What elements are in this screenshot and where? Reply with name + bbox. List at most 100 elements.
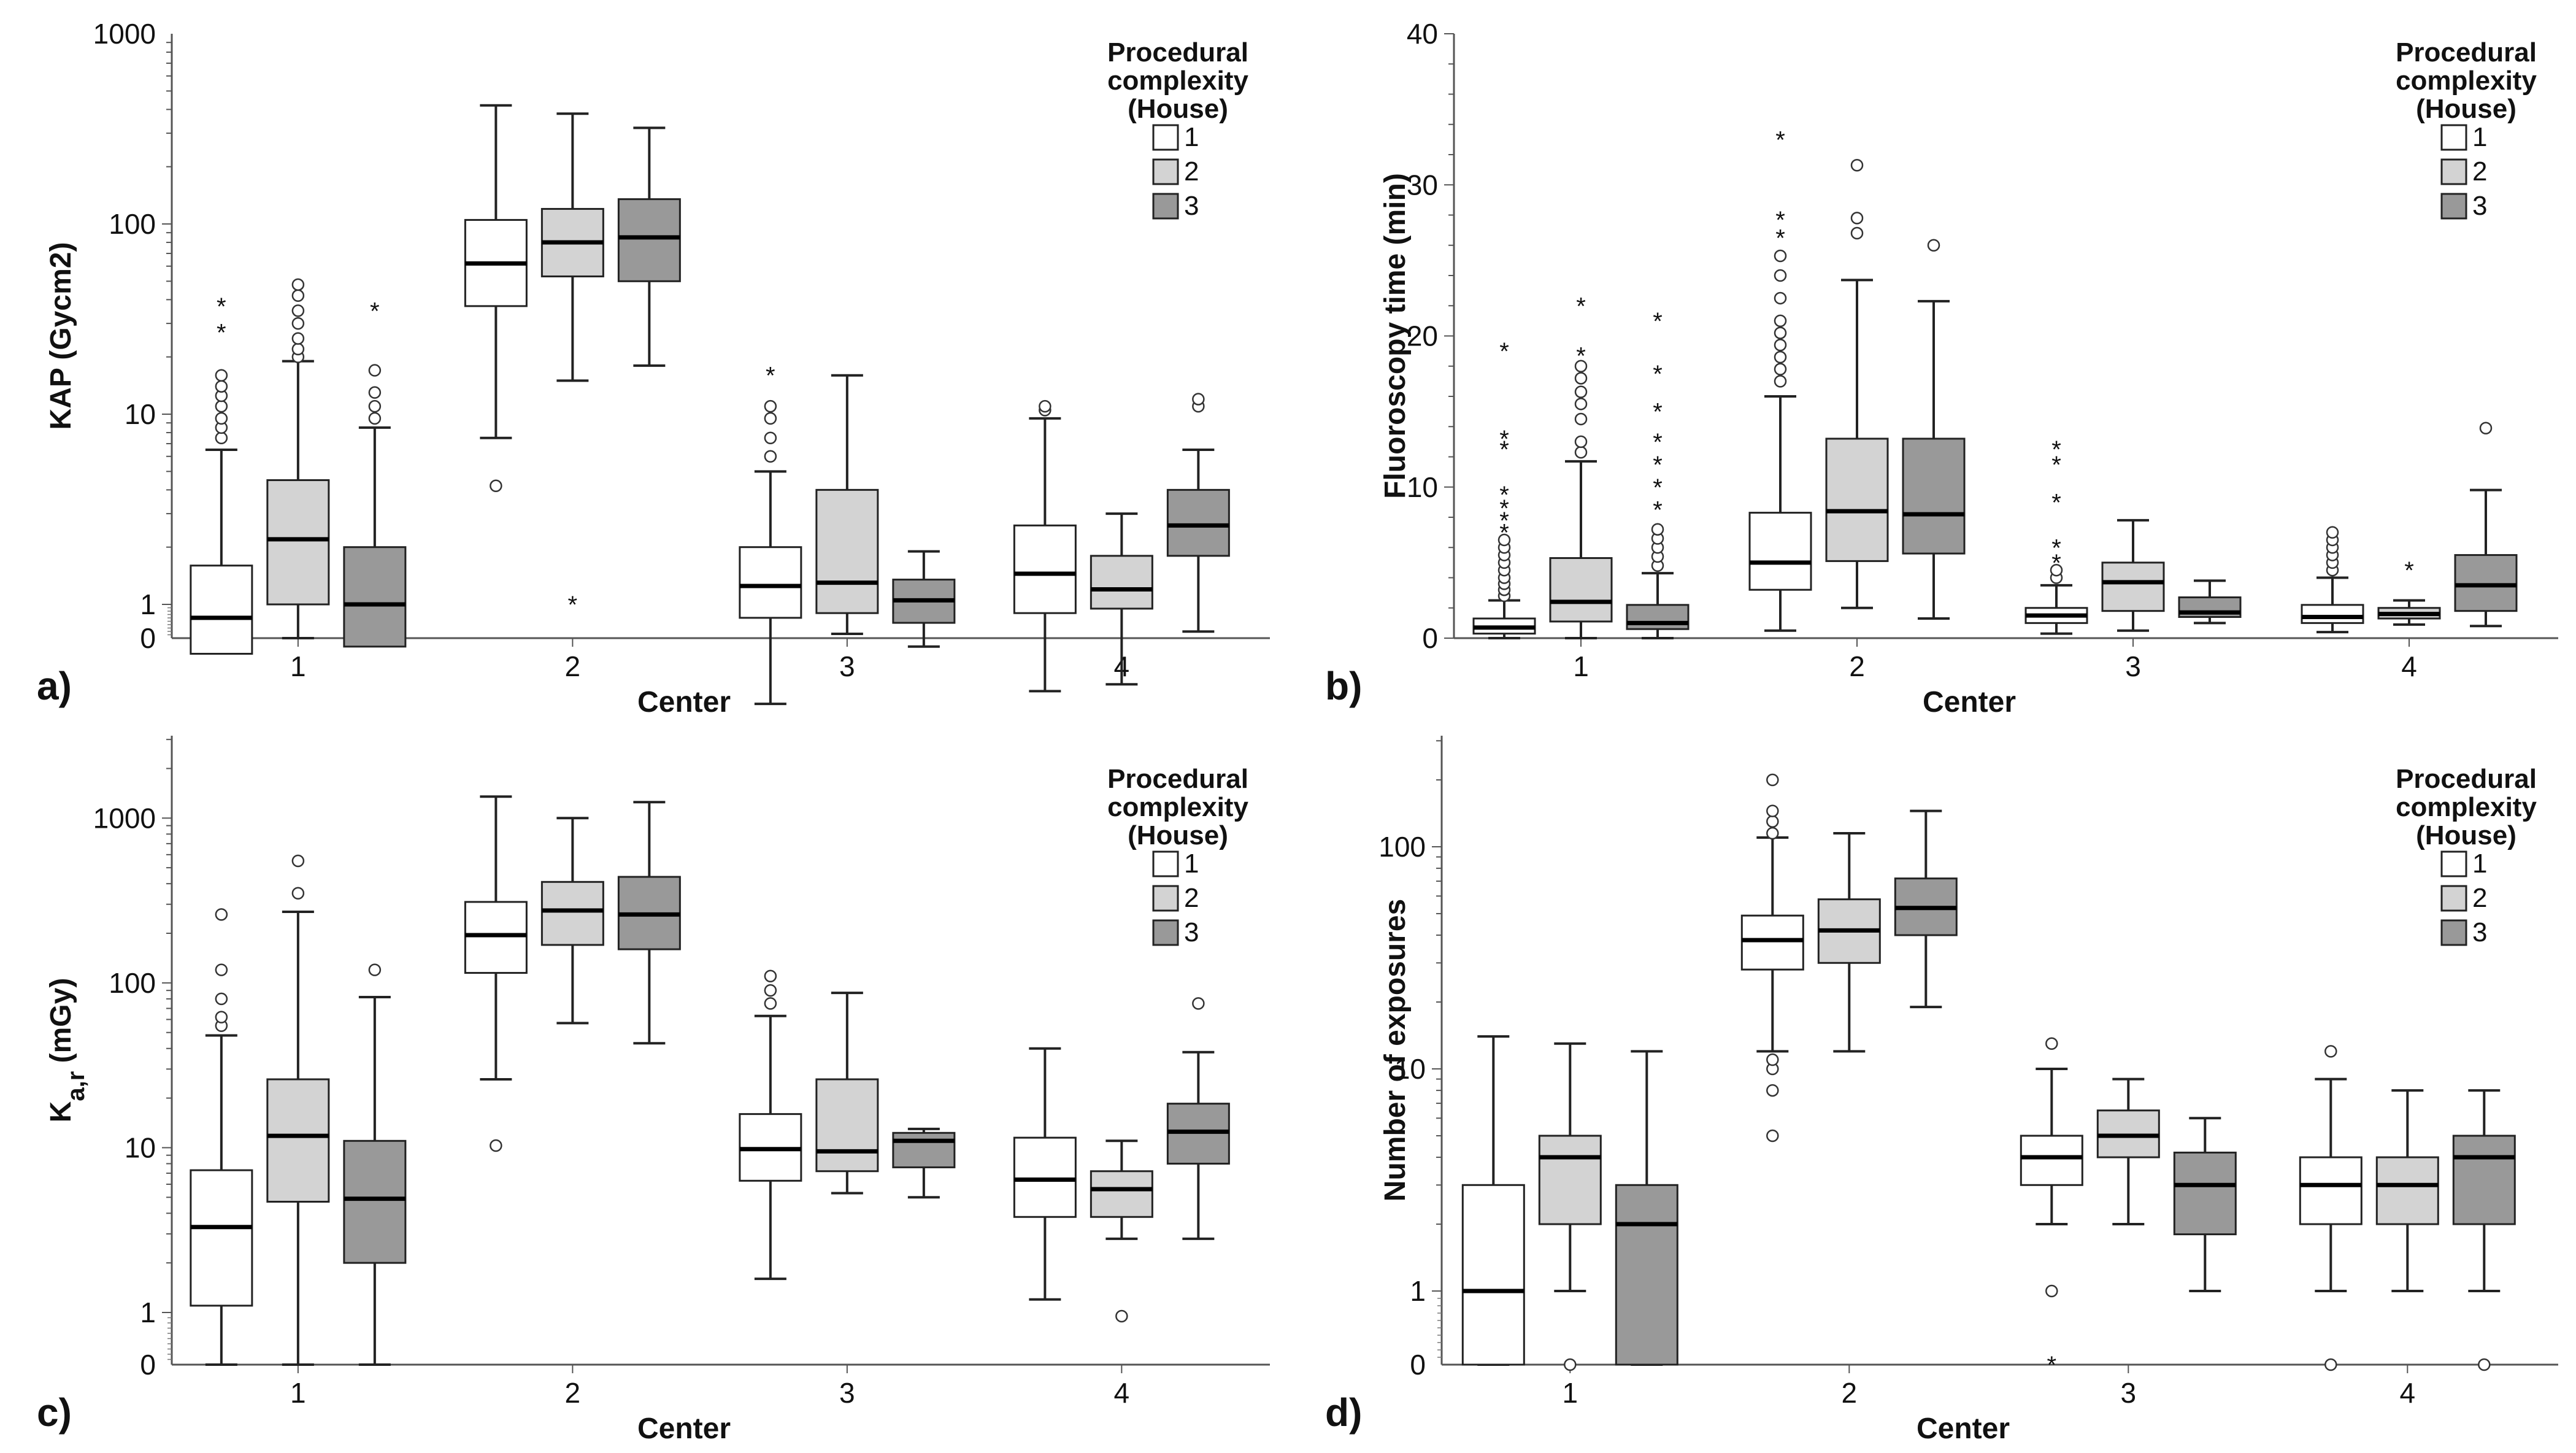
x-tick-label: 2 [565, 650, 581, 682]
box-iqr [815, 1078, 879, 1173]
box-center-3-series-3 [2178, 579, 2242, 625]
outlier-point [368, 364, 382, 377]
legend-swatch [2440, 124, 2467, 151]
panel-label: a) [37, 664, 72, 708]
outlier-point [1574, 445, 1588, 459]
y-tick-label: 100 [1378, 831, 1426, 863]
box-center-1-series-1 [1461, 1035, 1525, 1366]
box-center-3-series-3 [892, 1127, 956, 1199]
box-iqr [464, 901, 528, 974]
outlier-extreme: * [1499, 482, 1509, 509]
outlier-point [2478, 1358, 2491, 1371]
outlier-point [368, 963, 382, 976]
x-tick-label: 1 [290, 1377, 306, 1409]
outlier-point [2479, 422, 2493, 434]
panel-b: 40 30 20 10 0 1 2 3 4 Center Fluoroscopy time (min… [1288, 0, 2576, 727]
outlier-point [1651, 523, 1664, 536]
legend-label: 2 [1184, 883, 1199, 913]
legend-label: 3 [1184, 191, 1199, 221]
outlier-point [764, 997, 777, 1010]
box-center-4-series-1 [1013, 1047, 1077, 1301]
box-iqr [343, 546, 407, 648]
box-center-1-series-1 [190, 908, 253, 1366]
box-center-4-series-1 [1013, 399, 1077, 693]
legend-swatch [2440, 193, 2467, 220]
box-center-2-series-3 [1902, 239, 1966, 620]
outlier-extreme: * [1653, 361, 1663, 388]
legend-label: 2 [2472, 156, 2487, 187]
box-iqr [266, 1078, 330, 1203]
outlier-point [1774, 314, 1787, 328]
legend-swatch [1152, 885, 1179, 912]
box-iqr [1461, 1184, 1525, 1366]
outlier-point [1774, 249, 1787, 263]
outlier-point [764, 450, 777, 463]
box-iqr [2020, 1135, 2083, 1186]
box-iqr [1549, 557, 1613, 623]
outlier-point [1927, 239, 1940, 252]
x-tick-label: 3 [2125, 650, 2141, 682]
outlier-point [1774, 363, 1787, 376]
box-center-1-series-2 [266, 278, 330, 639]
box-iqr [1166, 488, 1230, 557]
outlier-extreme: * [1499, 495, 1509, 522]
outlier-extreme: * [1775, 207, 1785, 234]
y-tick-label: 1000 [93, 802, 156, 834]
box-iqr [1090, 555, 1153, 610]
legend-label: 3 [2472, 191, 2487, 221]
box-center-3-series-1 [739, 969, 802, 1281]
outlier-point [1192, 997, 1205, 1010]
legend-title: (House) [1128, 94, 1228, 124]
outlier-point [1766, 773, 1779, 787]
legend-swatch [2440, 850, 2467, 877]
legend-title: (House) [2416, 820, 2516, 850]
outlier-extreme: * [1499, 338, 1509, 365]
legend-swatch [2440, 158, 2467, 185]
panel-label: c) [37, 1390, 72, 1435]
outlier-point [764, 431, 777, 444]
box-center-1-series-2: ** [1549, 293, 1613, 639]
box-center-2-series-1 [464, 104, 528, 493]
outlier-point [1774, 269, 1787, 282]
chart-b-svg: 40 30 20 10 0 1 2 3 4 Center Fluoroscopy time (min… [1325, 18, 2558, 719]
y-axis-title: Number of exposures [1379, 899, 1412, 1201]
box-iqr [2301, 604, 2364, 624]
outlier-point [1574, 435, 1588, 449]
legend-swatch [1152, 158, 1179, 185]
box-center-4-series-2 [1090, 1139, 1153, 1323]
y-tick-label: 10 [1407, 471, 1438, 503]
outlier-point [1766, 1053, 1779, 1066]
outlier-point [1774, 375, 1787, 388]
y-tick-label: 1 [1410, 1275, 1426, 1307]
outlier-point [2045, 1284, 2058, 1298]
box-iqr [1615, 1184, 1678, 1366]
y-tick-label: 20 [1407, 320, 1438, 352]
y-tick-label: 40 [1407, 18, 1438, 50]
box-center-3-series-1: * [739, 363, 802, 706]
outlier-extreme: * [1775, 225, 1785, 252]
x-tick-label: 1 [1563, 1377, 1578, 1409]
outlier-point [291, 332, 305, 345]
legend-label: 1 [1184, 849, 1199, 879]
box-center-1-series-3: ******* [1626, 308, 1690, 639]
box-center-3-series-1: ***** [2024, 436, 2088, 635]
outlier-point [1850, 226, 1864, 240]
outlier-point [368, 399, 382, 413]
y-tick-label: 1 [140, 588, 156, 620]
y-tick-label: 0 [140, 622, 156, 654]
legend-title: Procedural [2396, 37, 2537, 67]
outlier-point [291, 289, 305, 303]
box-center-2-series-3 [617, 126, 681, 367]
outlier-extreme: * [2051, 550, 2061, 577]
box-center-3-series-2 [2096, 1077, 2160, 1226]
outlier-extreme: * [766, 363, 775, 390]
legend-label: 3 [1184, 917, 1199, 947]
box-center-2-series-2 [1817, 832, 1881, 1053]
legend-swatch [1152, 850, 1179, 877]
x-axis-title: Center [1917, 1413, 2010, 1445]
x-tick-label: 1 [1573, 650, 1589, 682]
outlier-extreme: * [1576, 343, 1586, 370]
